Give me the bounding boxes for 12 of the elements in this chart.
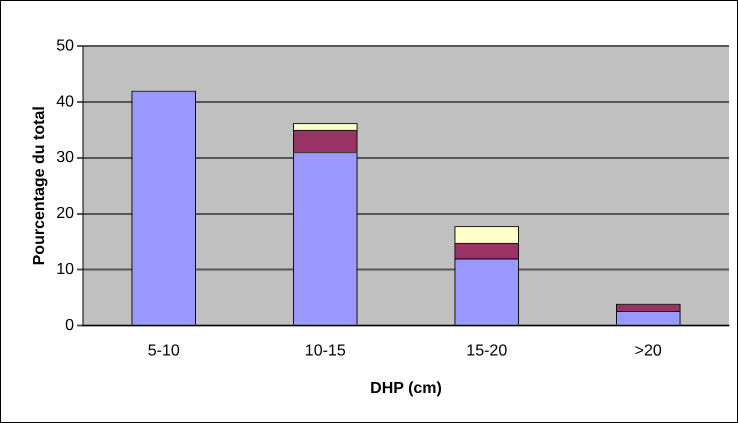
x-tick-label: 10-15: [304, 342, 346, 360]
y-tick-label: 40: [56, 93, 74, 110]
y-tick-label: 50: [56, 37, 74, 54]
x-axis-title: DHP (cm): [370, 380, 442, 397]
x-tick-label: 15-20: [466, 342, 508, 360]
y-tick-label: 10: [56, 261, 74, 278]
x-tick-label: >20: [634, 342, 662, 360]
y-tick-label: 0: [65, 317, 74, 334]
y-tick-label: 30: [56, 149, 74, 166]
x-tick-label: 5-10: [148, 342, 180, 360]
y-axis-title: Pourcentage du total: [31, 106, 48, 266]
y-tick-label: 20: [56, 205, 74, 222]
